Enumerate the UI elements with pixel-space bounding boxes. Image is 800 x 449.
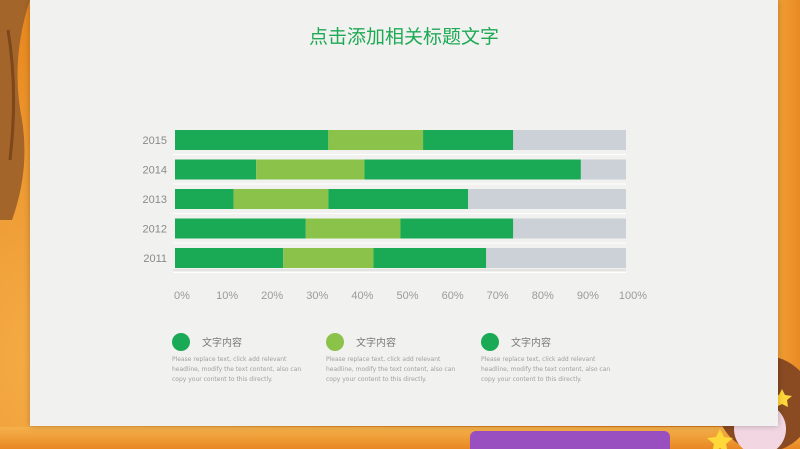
- x-tick-label: 60%: [442, 290, 464, 302]
- legend-description: Please replace text, click add relevant …: [481, 356, 611, 383]
- y-tick-label: 2014: [143, 165, 167, 177]
- bar-2014-segment-gray: [580, 159, 626, 180]
- slide-card: 点击添加相关标题文字 2015 2014 2013 2012 2011 0% 10% 20% 3…: [30, 0, 778, 426]
- purple-block-decoration: [470, 431, 670, 449]
- x-tick-label: 50%: [396, 290, 418, 302]
- legend-label: 文字内容: [511, 338, 551, 349]
- bar-2015-segment-light-green: [328, 130, 424, 150]
- bar-2015-segment-dark-green-a: [175, 130, 329, 150]
- bar-2013-segment-dark-green-a: [175, 189, 234, 209]
- bar-2011-segment-gray: [486, 248, 626, 268]
- legend-label: 文字内容: [356, 338, 396, 349]
- x-tick-label: 0%: [174, 290, 190, 302]
- bar-2011-segment-dark-green-b: [373, 248, 487, 268]
- bar-2012-segment-dark-green-a: [175, 218, 306, 239]
- slide-title[interactable]: 点击添加相关标题文字: [308, 26, 499, 48]
- x-tick-label: 20%: [261, 290, 283, 302]
- legend-description: Please replace text, click add relevant …: [326, 356, 456, 383]
- bar-2012-segment-light-green: [305, 218, 401, 239]
- legend-label: 文字内容: [202, 338, 242, 349]
- bar-2014-segment-dark-green-a: [175, 159, 257, 180]
- y-tick-label: 2013: [143, 194, 167, 206]
- bar-2013-segment-dark-green-b: [328, 189, 469, 209]
- x-tick-label: 100%: [619, 290, 647, 302]
- x-tick-label: 40%: [351, 290, 373, 302]
- bottom-border-decoration: [0, 427, 800, 449]
- stacked-bar-chart: 2015 2014 2013 2012 2011 0% 10% 20% 30% 40% 50% 60%…: [143, 130, 647, 302]
- x-tick-label: 10%: [216, 290, 238, 302]
- y-tick-label: 2015: [143, 135, 167, 147]
- bar-2012-segment-dark-green-b: [400, 218, 514, 239]
- legend-dot-dark-green: [481, 333, 499, 351]
- bar-2015-segment-gray: [513, 130, 626, 150]
- bar-2014-segment-dark-green-b: [364, 159, 581, 180]
- y-tick-label: 2012: [143, 224, 167, 236]
- bar-2015-segment-dark-green-b: [423, 130, 514, 150]
- bar-2011-segment-light-green: [283, 248, 374, 268]
- bar-2013-segment-gray: [468, 189, 626, 209]
- tree-branch-decoration: [0, 0, 30, 220]
- legend-dot-dark-green: [172, 333, 190, 351]
- y-tick-label: 2011: [143, 253, 167, 265]
- x-tick-label: 70%: [487, 290, 509, 302]
- x-tick-label: 90%: [577, 290, 599, 302]
- bar-2013-segment-light-green: [233, 189, 329, 209]
- legend-dot-light-green: [326, 333, 344, 351]
- bar-2011-segment-dark-green-a: [175, 248, 284, 268]
- x-tick-label: 80%: [532, 290, 554, 302]
- bar-2014-segment-light-green: [256, 159, 365, 180]
- legend-description: Please replace text, click add relevant …: [172, 356, 302, 383]
- bar-2012-segment-gray: [513, 218, 626, 239]
- x-tick-label: 30%: [306, 290, 328, 302]
